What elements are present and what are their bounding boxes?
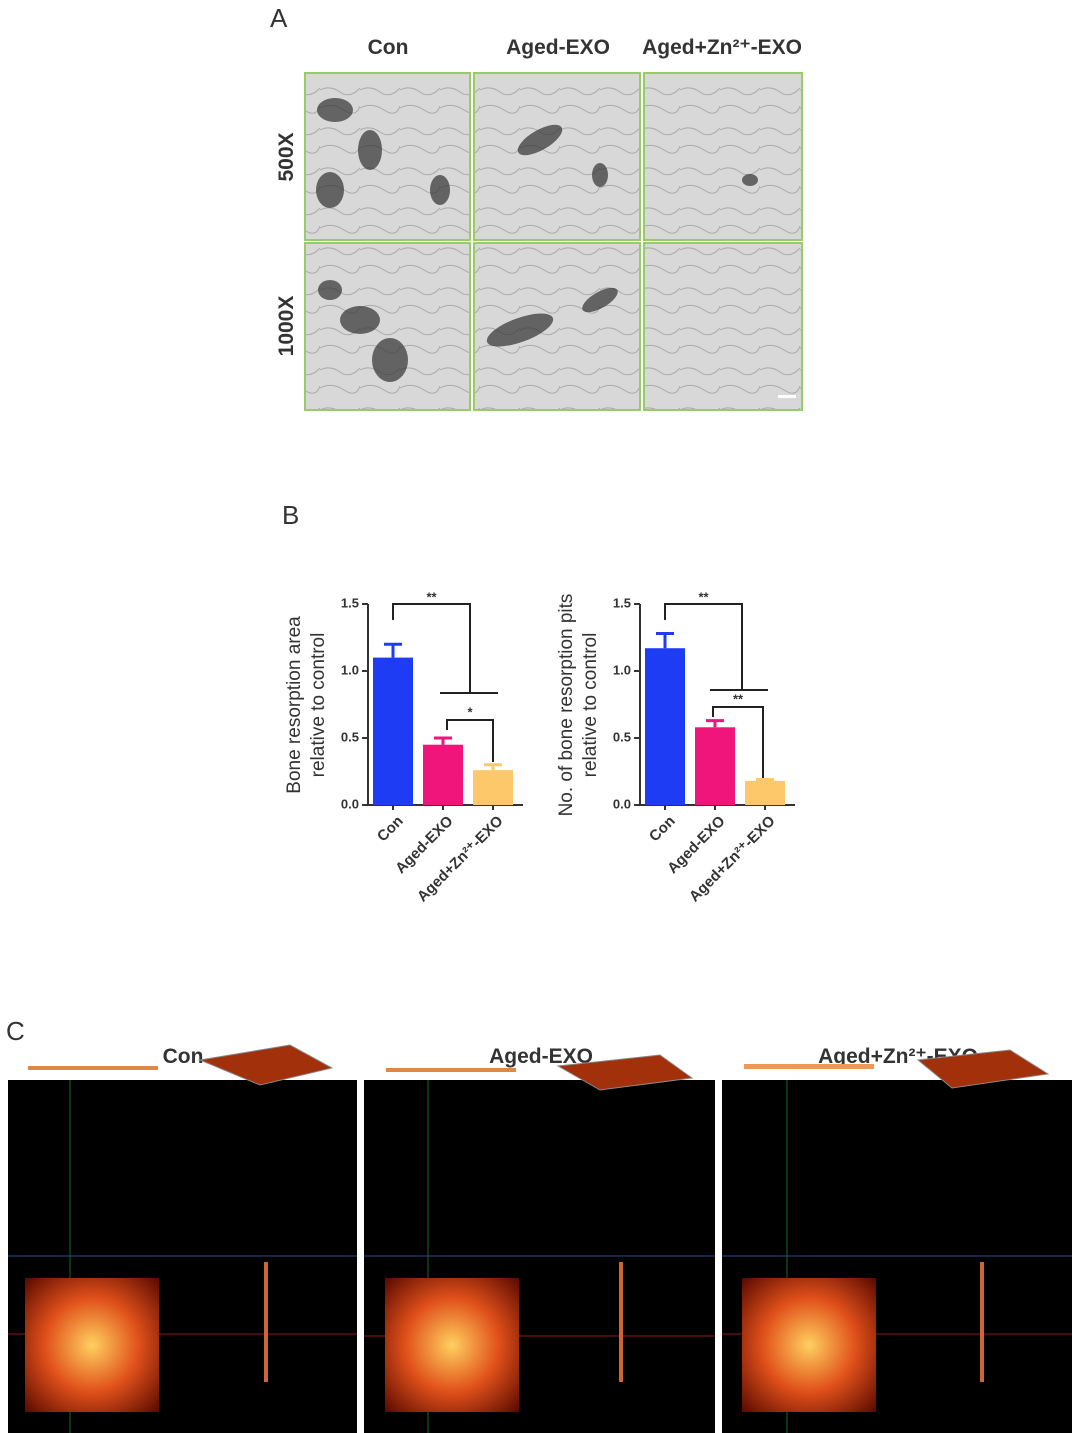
y-tick-label: 1.0 [613, 662, 631, 677]
column-title: Aged-EXO [489, 1045, 593, 1068]
x-tick-label: Aged+Zn²⁺-EXO [414, 812, 507, 905]
bar [645, 648, 685, 805]
significance-bracket [392, 603, 498, 694]
bar [373, 657, 413, 805]
error-bar [434, 736, 452, 745]
significance-bracket [664, 603, 768, 691]
y-tick-label: 0.5 [341, 729, 359, 744]
y-tick-label: 0.0 [613, 796, 631, 811]
y-tick-label: 0.0 [341, 796, 359, 811]
x-tick-label: Con [374, 813, 407, 846]
y-axis-label: relative to control [580, 633, 601, 778]
column-title: Con [368, 36, 409, 59]
y-axis-label: Bone resorption area [284, 616, 305, 794]
bar [745, 780, 785, 805]
y-axis-label: No. of bone resorption pits [556, 594, 577, 817]
significance-label: ** [733, 691, 744, 706]
panel-label: C [6, 1016, 25, 1046]
error-bar [384, 642, 402, 658]
error-bar [756, 778, 774, 782]
x-tick-label: Con [646, 813, 679, 846]
y-tick-label: 0.5 [613, 729, 631, 744]
bar [695, 727, 735, 805]
x-tick-label: Aged+Zn²⁺-EXO [686, 812, 779, 905]
column-title: Aged-EXO [506, 36, 610, 59]
significance-bracket [712, 706, 764, 778]
y-tick-label: 1.5 [613, 595, 631, 610]
panel-label: A [270, 3, 288, 33]
row-title: 1000X [275, 296, 298, 357]
row-title: 500X [275, 132, 298, 181]
significance-label: ** [426, 589, 437, 604]
significance-label: * [467, 704, 473, 719]
error-bar [656, 631, 674, 649]
y-tick-label: 1.0 [341, 662, 359, 677]
error-bar [706, 719, 724, 728]
y-axis-label: relative to control [308, 633, 329, 778]
significance-label: ** [698, 589, 709, 604]
micrographs [304, 72, 803, 411]
error-bar [484, 763, 502, 771]
column-title: Con [163, 1045, 204, 1068]
confocal-images [8, 1044, 1072, 1433]
bar [423, 744, 463, 805]
panel-label: B [282, 500, 299, 530]
y-tick-label: 1.5 [341, 595, 359, 610]
significance-bracket [446, 719, 494, 762]
column-title: Aged+Zn²⁺-EXO [642, 36, 802, 59]
bar [473, 770, 513, 805]
